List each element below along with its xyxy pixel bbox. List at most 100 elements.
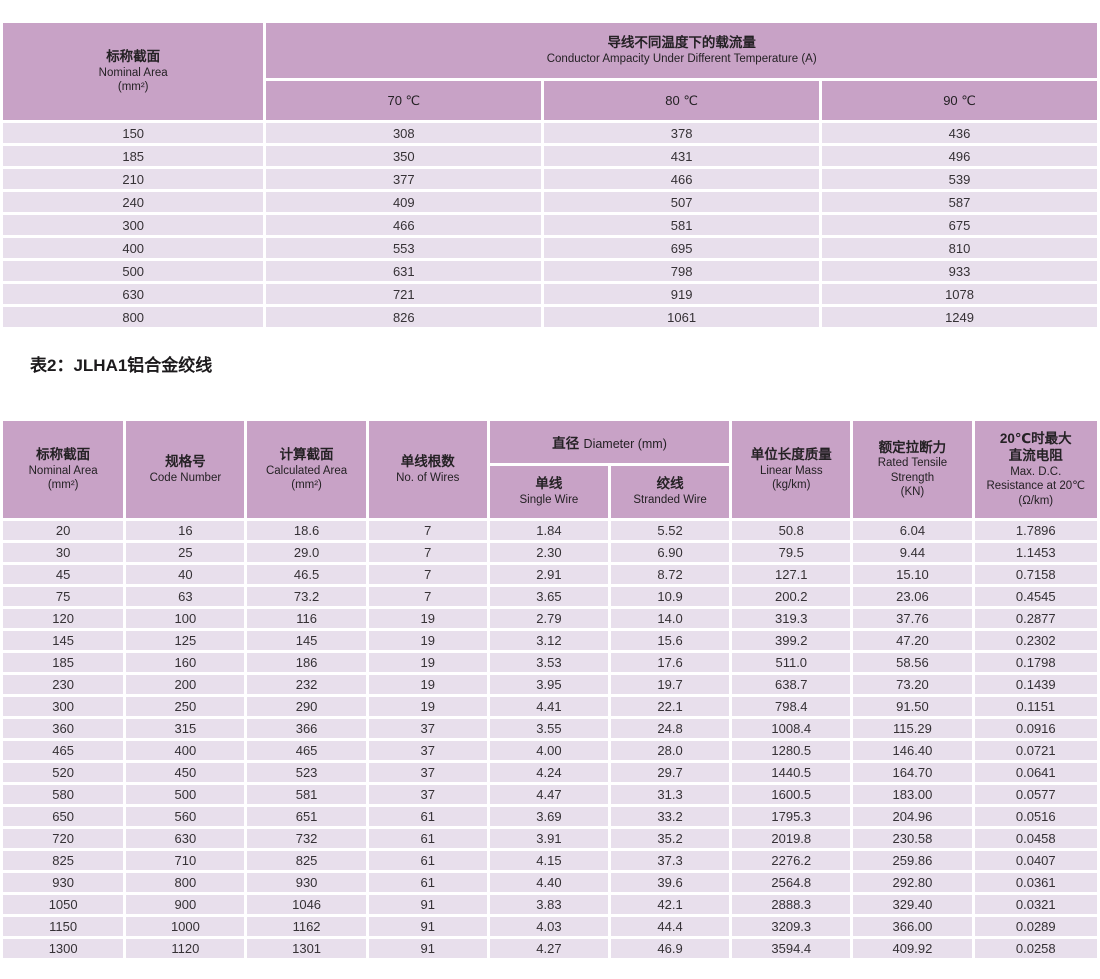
cell: 350 (266, 146, 542, 166)
cell: 360 (3, 719, 124, 738)
cell: 200 (126, 675, 245, 694)
col-header-linear-mass-unit: (kg/km) (772, 478, 811, 491)
cell: 19 (368, 653, 487, 672)
col-header-ampacity: 导线不同温度下的载流量 Conductor Ampacity Under Dif… (266, 23, 1097, 78)
cell: 145 (3, 631, 124, 650)
cell: 826 (266, 307, 542, 327)
cell: 675 (822, 215, 1097, 235)
cell: 230.58 (853, 829, 972, 848)
cell: 436 (822, 123, 1097, 143)
cell: 30 (3, 543, 124, 562)
col-header-dc-resistance-en2: Resistance at 20℃ (986, 480, 1086, 493)
cell: 61 (368, 851, 487, 870)
col-header-dc-resistance: 20℃时最大 直流电阻 Max. D.C. Resistance at 20℃ … (974, 421, 1097, 518)
cell: 1795.3 (732, 807, 851, 826)
cell: 7 (368, 543, 487, 562)
cell: 73.2 (247, 587, 366, 606)
cell: 1600.5 (732, 785, 851, 804)
cell: 0.0916 (974, 719, 1097, 738)
cell: 259.86 (853, 851, 972, 870)
cell: 300 (3, 215, 264, 235)
cell: 695 (544, 238, 820, 258)
table-row: 30 25 29.0 7 2.30 6.90 79.5 9.44 1.1453 (3, 543, 1097, 562)
col-header-calculated-area-unit: (mm²) (291, 478, 322, 491)
table-row: 185 350 431 496 (3, 146, 1097, 166)
stranded-wire-table-body: 20 16 18.6 7 1.84 5.52 50.8 6.04 1.7896 30 25 29.0 7… (3, 521, 1097, 958)
col-header-tensile-strength-en: Rated Tensile (877, 457, 948, 470)
table-row: 630 721 919 1078 (3, 284, 1097, 304)
cell: 581 (247, 785, 366, 804)
cell: 1440.5 (732, 763, 851, 782)
cell: 0.0516 (974, 807, 1097, 826)
ampacity-table: 标称截面 Nominal Area (mm²) 导线不同温度下的载流量 Cond… (0, 20, 1100, 330)
table-row: 930 800 930 61 4.40 39.6 2564.8 292.80 0.0361 (3, 873, 1097, 892)
table-row: 210 377 466 539 (3, 169, 1097, 189)
cell: 37 (368, 719, 487, 738)
table-row: 500 631 798 933 (3, 261, 1097, 281)
col-header-no-of-wires: 单线根数 No. of Wires (368, 421, 487, 518)
cell: 800 (3, 307, 264, 327)
cell: 638.7 (732, 675, 851, 694)
cell: 2.91 (489, 565, 608, 584)
col-header-nominal-area-unit: (mm²) (117, 80, 149, 93)
cell: 798.4 (732, 697, 851, 716)
cell: 146.40 (853, 741, 972, 760)
table-row: 240 409 507 587 (3, 192, 1097, 212)
cell: 25 (126, 543, 245, 562)
cell: 5.52 (611, 521, 730, 540)
cell: 560 (126, 807, 245, 826)
cell: 496 (822, 146, 1097, 166)
cell: 164.70 (853, 763, 972, 782)
cell: 399.2 (732, 631, 851, 650)
cell: 37 (368, 741, 487, 760)
cell: 1120 (126, 939, 245, 958)
cell: 507 (544, 192, 820, 212)
col-header-tensile-strength-zh: 额定拉断力 (878, 439, 947, 455)
cell: 61 (368, 829, 487, 848)
cell: 125 (126, 631, 245, 650)
cell: 0.0721 (974, 741, 1097, 760)
cell: 292.80 (853, 873, 972, 892)
cell: 115.29 (853, 719, 972, 738)
cell: 20 (3, 521, 124, 540)
col-header-calculated-area-en: Calculated Area (265, 464, 348, 477)
cell: 3.83 (489, 895, 608, 914)
cell: 651 (247, 807, 366, 826)
cell: 19 (368, 631, 487, 650)
cell: 19 (368, 697, 487, 716)
cell: 23.06 (853, 587, 972, 606)
cell: 1150 (3, 917, 124, 936)
cell: 150 (3, 123, 264, 143)
cell: 3209.3 (732, 917, 851, 936)
col-header-no-of-wires-en: No. of Wires (396, 471, 460, 484)
cell: 1008.4 (732, 719, 851, 738)
cell: 28.0 (611, 741, 730, 760)
cell: 1.84 (489, 521, 608, 540)
col-header-temp-70: 70 ℃ (266, 81, 542, 120)
col-header-code-number-zh: 规格号 (165, 453, 206, 469)
table-row: 145 125 145 19 3.12 15.6 399.2 47.20 0.2302 (3, 631, 1097, 650)
cell: 24.8 (611, 719, 730, 738)
table-row: 45 40 46.5 7 2.91 8.72 127.1 15.10 0.7158 (3, 565, 1097, 584)
col-header-calculated-area: 计算截面 Calculated Area (mm²) (247, 421, 366, 518)
col-header-code-number-en: Code Number (149, 471, 222, 484)
cell: 0.0321 (974, 895, 1097, 914)
cell: 465 (247, 741, 366, 760)
cell: 9.44 (853, 543, 972, 562)
cell: 0.0289 (974, 917, 1097, 936)
col-header-stranded-wire: 绞线 Stranded Wire (611, 466, 730, 518)
cell: 204.96 (853, 807, 972, 826)
cell: 900 (126, 895, 245, 914)
table-row: 75 63 73.2 7 3.65 10.9 200.2 23.06 0.4545 (3, 587, 1097, 606)
col-header-dc-resistance-unit: (Ω/km) (1018, 494, 1054, 507)
col-header-nominal-area-2-unit: (mm²) (47, 478, 79, 491)
cell: 0.7158 (974, 565, 1097, 584)
table-row: 185 160 186 19 3.53 17.6 511.0 58.56 0.1798 (3, 653, 1097, 672)
col-header-dc-resistance-zh: 20℃时最大 (999, 431, 1072, 447)
cell: 160 (126, 653, 245, 672)
cell: 3.69 (489, 807, 608, 826)
cell: 0.1798 (974, 653, 1097, 672)
cell: 1061 (544, 307, 820, 327)
cell: 409.92 (853, 939, 972, 958)
cell: 116 (247, 609, 366, 628)
